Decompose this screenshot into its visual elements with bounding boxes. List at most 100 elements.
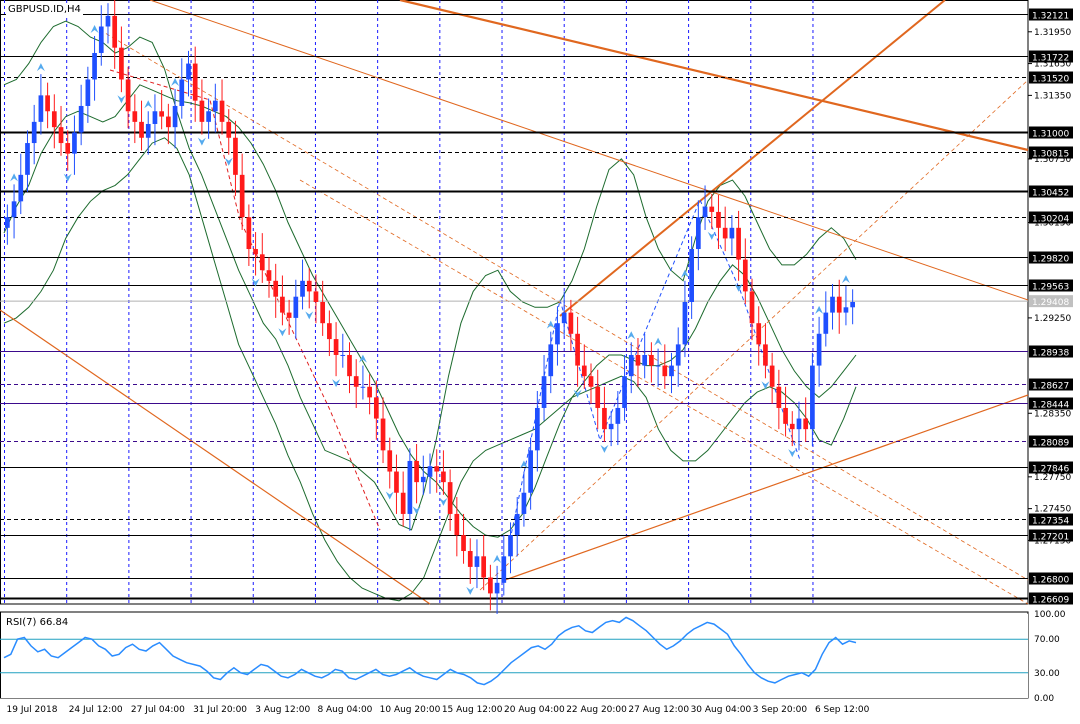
last-price-label: 1.29408	[1032, 298, 1069, 308]
candle-body	[608, 423, 614, 430]
candle-body	[628, 354, 634, 377]
trend-up-thick	[559, 0, 946, 317]
price-level-tag	[1029, 572, 1073, 585]
candle-body	[105, 15, 111, 27]
y-tick-label: 1.27450	[1034, 505, 1071, 515]
trend-down-thick	[399, 0, 1029, 152]
trend-channel-dashed-2	[299, 179, 1029, 605]
price-level-label: 1.29820	[1032, 255, 1069, 265]
candle-body	[716, 211, 721, 228]
fractal-down-icon	[117, 95, 126, 104]
fractal-down-icon	[251, 278, 260, 287]
fractal-down-icon	[788, 449, 797, 458]
candle-body	[394, 471, 399, 493]
candle-body	[836, 296, 842, 313]
fractal-down-icon	[278, 328, 287, 337]
rsi-tick-label: 30.00	[1034, 669, 1060, 679]
candle-body	[286, 312, 292, 318]
price-level-tag	[1029, 592, 1073, 605]
candle-body	[380, 418, 386, 451]
price-level-label: 1.31520	[1032, 75, 1069, 85]
candle-body	[18, 174, 24, 202]
candle-body	[789, 423, 795, 430]
last-price-tag	[1029, 295, 1073, 308]
candle-body	[340, 354, 346, 356]
candle-body	[830, 296, 835, 313]
candle-body	[132, 111, 138, 122]
candle-body	[72, 132, 77, 154]
candle-body	[199, 100, 205, 122]
candle-body	[226, 121, 232, 138]
candles	[5, 0, 855, 615]
fractal-down-icon	[707, 231, 716, 240]
candle-body	[501, 556, 507, 583]
candle-body	[306, 280, 312, 292]
candle-body	[602, 407, 607, 430]
candle-body	[783, 407, 788, 424]
candle-body	[521, 492, 527, 514]
candle-body	[313, 291, 319, 302]
trend-fan-dashed	[479, 79, 1029, 591]
fractal-up-icon	[10, 173, 19, 182]
price-level-tag	[1029, 251, 1073, 264]
candle-body	[467, 551, 473, 567]
candle-body	[400, 492, 406, 514]
candle-body	[528, 450, 533, 493]
price-level-tag	[1029, 8, 1073, 21]
fractal-down-icon	[412, 506, 421, 515]
fractal-up-icon	[654, 337, 663, 346]
candle-body	[387, 450, 393, 472]
fractal-down-icon	[573, 389, 582, 398]
candle-body	[568, 312, 574, 334]
price-level-label: 1.28089	[1032, 439, 1069, 449]
candle-body	[481, 556, 487, 578]
trend-up-lower	[504, 394, 1029, 581]
fractal-up-icon	[627, 331, 636, 340]
candle-body	[139, 121, 144, 138]
price-level-tag	[1029, 126, 1073, 139]
candle-body	[796, 418, 802, 430]
x-tick-label: 15 Aug 12:00	[442, 705, 503, 715]
fractal-down-icon	[761, 381, 770, 390]
candle-body	[31, 121, 37, 144]
x-tick-label: 6 Sep 12:00	[815, 705, 870, 715]
candle-body	[689, 249, 694, 302]
price-level-label: 1.31000	[1032, 130, 1069, 140]
candle-body	[407, 460, 413, 514]
candle-body	[98, 26, 104, 53]
x-tick-label: 3 Aug 12:00	[255, 705, 310, 715]
rsi-tick-label: 70.00	[1034, 635, 1060, 645]
candle-body	[655, 365, 661, 367]
candle-body	[125, 79, 131, 112]
x-tick-label: 8 Aug 04:00	[317, 705, 372, 715]
price-level-label: 1.27201	[1032, 533, 1069, 543]
candle-body	[488, 577, 493, 594]
fractal-up-icon	[546, 320, 555, 329]
candle-body	[695, 217, 701, 250]
candle-body	[414, 460, 419, 483]
candle-body	[474, 556, 480, 567]
trendlines	[0, 0, 1029, 605]
price-level-label: 1.30204	[1032, 215, 1069, 225]
fractal-up-icon	[90, 25, 99, 34]
fractal-down-icon	[385, 491, 394, 500]
price-axis: 1.31950 1.31650 1.31350 1.30750 1.30150 1.292…	[1028, 8, 1073, 606]
x-tick-label: 22 Aug 20:00	[566, 705, 627, 715]
fractal-down-icon	[63, 173, 72, 182]
candle-body	[675, 344, 681, 366]
rsi-label: RSI(7) 66.84	[6, 617, 69, 628]
y-tick-label: 1.31350	[1034, 91, 1071, 101]
fractal-down-icon	[439, 497, 448, 506]
candle-body	[219, 100, 225, 122]
price-level-label: 1.29563	[1032, 283, 1069, 293]
candle-body	[729, 227, 735, 239]
bollinger-lower	[3, 137, 857, 602]
price-level-tag	[1029, 345, 1073, 358]
candle-body	[581, 365, 587, 377]
candle-body	[454, 513, 460, 536]
fractal-down-icon	[466, 586, 475, 595]
price-level-label: 1.31722	[1032, 54, 1069, 64]
candle-body	[85, 79, 91, 106]
